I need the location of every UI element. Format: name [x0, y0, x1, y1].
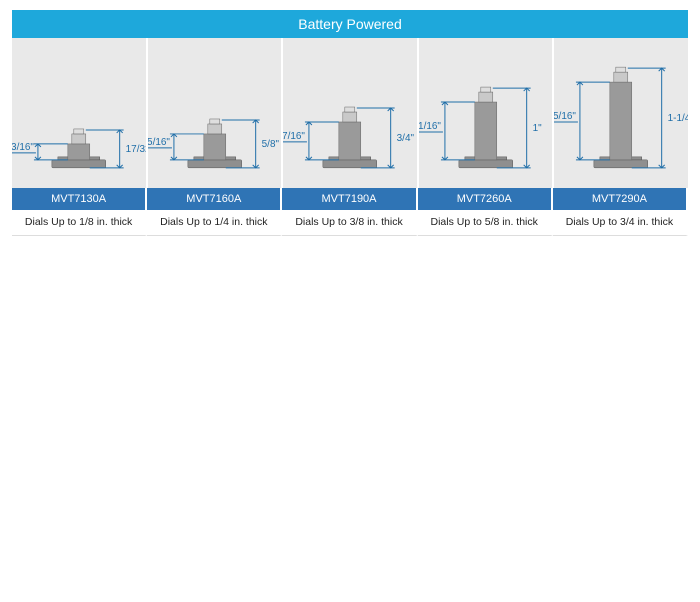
diagram-cell-1: 5/16" 5/8" [148, 38, 284, 188]
model-label-1: MVT7160A [147, 188, 282, 210]
desc-label-2: Dials Up to 3/8 in. thick [282, 210, 417, 236]
left-dim-label: 11/16" [419, 121, 441, 132]
header-bar: Battery Powered [12, 10, 688, 38]
left-dim-label: 5/16" [148, 137, 170, 148]
diagram-cell-0: 3/16" 17/32" [12, 38, 148, 188]
right-dim-label: 1" [532, 123, 542, 134]
left-dim-label: 3/16" [12, 142, 34, 153]
model-row: MVT7130A MVT7160A MVT7190A MVT7260A MVT7… [12, 188, 688, 210]
model-label-2: MVT7190A [282, 188, 417, 210]
product-diagram: 7/16" 3/4" [283, 38, 417, 188]
product-diagram: 11/16" 1" [419, 38, 553, 188]
right-dim-label: 3/4" [397, 133, 415, 144]
diagram-cell-3: 11/16" 1" [419, 38, 555, 188]
right-dim-label: 1-1/4" [668, 113, 688, 124]
left-dim-label: 15/16" [554, 111, 576, 122]
desc-label-1: Dials Up to 1/4 in. thick [147, 210, 282, 236]
model-label-3: MVT7260A [418, 188, 553, 210]
diagram-cell-2: 7/16" 3/4" [283, 38, 419, 188]
product-diagram: 5/16" 5/8" [148, 38, 282, 188]
diagram-row: 3/16" 17/32" 5/16" 5/8" 7/16" 3/4" [12, 38, 688, 188]
left-dim-label: 7/16" [283, 131, 305, 142]
product-diagram: 3/16" 17/32" [12, 38, 146, 188]
desc-row: Dials Up to 1/8 in. thick Dials Up to 1/… [12, 210, 688, 236]
right-dim-label: 5/8" [261, 139, 279, 150]
desc-label-0: Dials Up to 1/8 in. thick [12, 210, 147, 236]
diagram-cell-4: 15/16" 1-1/4" [554, 38, 688, 188]
model-label-4: MVT7290A [553, 188, 688, 210]
model-label-0: MVT7130A [12, 188, 147, 210]
right-dim-label: 17/32" [126, 144, 146, 155]
product-diagram: 15/16" 1-1/4" [554, 38, 688, 188]
desc-label-4: Dials Up to 3/4 in. thick [553, 210, 688, 236]
desc-label-3: Dials Up to 5/8 in. thick [418, 210, 553, 236]
